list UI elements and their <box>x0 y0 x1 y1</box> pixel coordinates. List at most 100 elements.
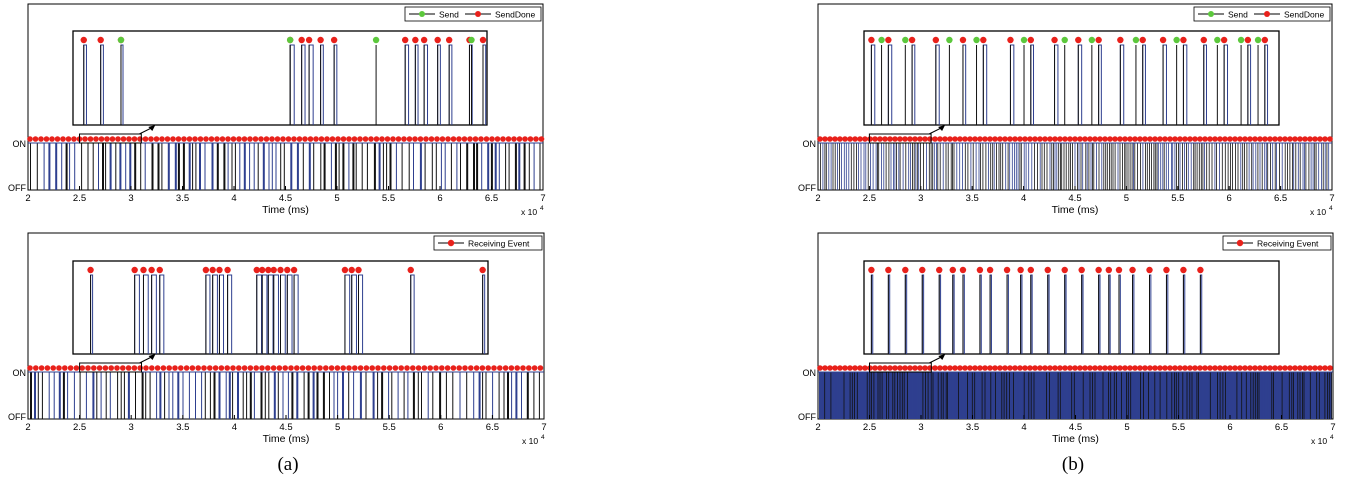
event-marker <box>1252 365 1258 371</box>
pulse <box>908 372 910 419</box>
xtick-label: 5.5 <box>1172 422 1185 433</box>
event-marker <box>1257 365 1263 371</box>
pulse <box>98 143 99 190</box>
event-marker <box>82 136 88 142</box>
event-marker <box>1007 365 1013 371</box>
event-marker <box>997 365 1003 371</box>
event-marker <box>1217 136 1223 142</box>
event-marker <box>1007 136 1013 142</box>
event-marker <box>461 136 468 142</box>
pulse <box>1105 372 1107 419</box>
pulse <box>431 143 433 190</box>
pulse <box>1037 143 1038 190</box>
pulse <box>851 372 853 419</box>
pulse <box>1102 372 1104 419</box>
pulse <box>875 143 877 190</box>
event-marker <box>1282 136 1288 142</box>
pulse <box>62 372 65 419</box>
pulse <box>863 372 865 419</box>
pulse <box>839 143 840 190</box>
event-marker <box>516 136 523 142</box>
pulse <box>1116 372 1117 419</box>
event-marker <box>832 136 838 142</box>
pulse <box>980 143 981 190</box>
pulse <box>518 143 521 190</box>
pulse <box>1264 372 1265 419</box>
pulse <box>177 143 180 190</box>
pulse <box>885 143 887 190</box>
event-marker <box>1202 365 1208 371</box>
pulse <box>881 143 882 190</box>
zoom-done-marker <box>1027 36 1035 44</box>
pulse <box>211 143 214 190</box>
event-marker <box>334 365 341 371</box>
x-exponent-power: 4 <box>1330 434 1334 441</box>
event-marker <box>38 365 45 371</box>
pulse <box>466 143 469 190</box>
pulse <box>993 372 995 419</box>
pulse <box>834 143 836 190</box>
pulse <box>1033 372 1035 419</box>
pulse <box>1186 143 1187 190</box>
zoom-done-marker <box>959 36 967 44</box>
pulse <box>1075 372 1077 419</box>
pulse <box>391 372 393 419</box>
zoom-region <box>868 133 932 144</box>
pulse <box>1023 143 1025 190</box>
pulse <box>835 372 837 419</box>
pulse <box>144 143 146 190</box>
pulse <box>85 372 87 419</box>
pulse <box>826 372 827 419</box>
pulse <box>905 372 907 419</box>
x-exponent-power: 4 <box>541 434 545 441</box>
event-marker <box>67 365 74 371</box>
pulse <box>1328 372 1330 419</box>
pulse <box>1284 143 1286 190</box>
zoom-done-marker <box>1146 266 1153 274</box>
pulse <box>942 372 944 419</box>
pulse <box>1093 143 1095 190</box>
event-marker <box>434 136 440 142</box>
pulse <box>1014 143 1015 190</box>
pulse <box>858 143 859 190</box>
event-marker <box>291 136 297 142</box>
pulse <box>1299 372 1301 419</box>
pulse <box>866 372 868 419</box>
pulse <box>308 143 311 190</box>
zoom-arrowhead-icon <box>938 354 946 360</box>
event-marker <box>307 136 314 142</box>
event-marker <box>172 365 178 371</box>
pulse <box>1303 372 1305 419</box>
pulse <box>225 372 227 419</box>
event-marker <box>131 136 138 142</box>
zoom-done-marker <box>1007 36 1014 44</box>
pulse <box>1266 372 1268 419</box>
pulse <box>939 143 941 190</box>
pulse <box>260 372 263 419</box>
pulse <box>958 372 959 419</box>
event-marker <box>1087 136 1093 142</box>
pulse <box>967 372 968 419</box>
pulse <box>1023 372 1025 419</box>
pulse <box>1006 372 1008 419</box>
pulse <box>209 372 211 419</box>
event-marker <box>1182 365 1188 371</box>
zoom-pulses <box>868 266 1204 354</box>
event-marker <box>1182 136 1188 142</box>
pulse <box>1264 143 1266 190</box>
xtick-label: 5.5 <box>383 422 396 433</box>
zoom-send-marker <box>1132 36 1140 44</box>
pulse <box>1267 143 1269 190</box>
pulse <box>1274 143 1276 190</box>
pulse <box>837 143 838 190</box>
event-marker <box>1237 136 1243 142</box>
ytick-label-on: ON <box>13 368 27 378</box>
xtick-label: 4 <box>232 422 237 433</box>
pulse <box>445 372 447 419</box>
event-marker <box>375 365 381 371</box>
pulse <box>940 372 942 419</box>
pulse <box>1028 143 1030 190</box>
pulse <box>348 143 350 190</box>
